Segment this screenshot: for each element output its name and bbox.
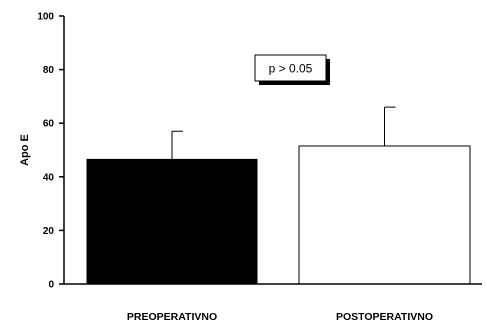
bar: [298, 145, 471, 285]
y-tick-label: 20: [43, 226, 55, 237]
y-ticks-group: 0 20 40 60 80 100: [37, 12, 64, 291]
y-tick-label: 0: [48, 280, 54, 291]
y-axis-label: Apo E: [19, 134, 31, 166]
x-category-label: POSTOPERATIVNO: [336, 311, 433, 323]
x-categories-group: PREOPERATIVNO POSTOPERATIVNO: [127, 311, 433, 323]
bars-group: [86, 106, 471, 285]
x-category-label: PREOPERATIVNO: [127, 311, 217, 323]
bar: [86, 158, 258, 285]
y-tick-label: 100: [37, 12, 54, 23]
annotation-text: p > 0.05: [269, 62, 313, 76]
y-tick-label: 60: [43, 119, 55, 130]
y-tick-label: 40: [43, 172, 55, 183]
y-tick-label: 80: [43, 65, 55, 76]
axes-group: [63, 16, 482, 285]
p-value-annotation: p > 0.05: [254, 54, 330, 85]
annotation-box: [254, 54, 327, 82]
